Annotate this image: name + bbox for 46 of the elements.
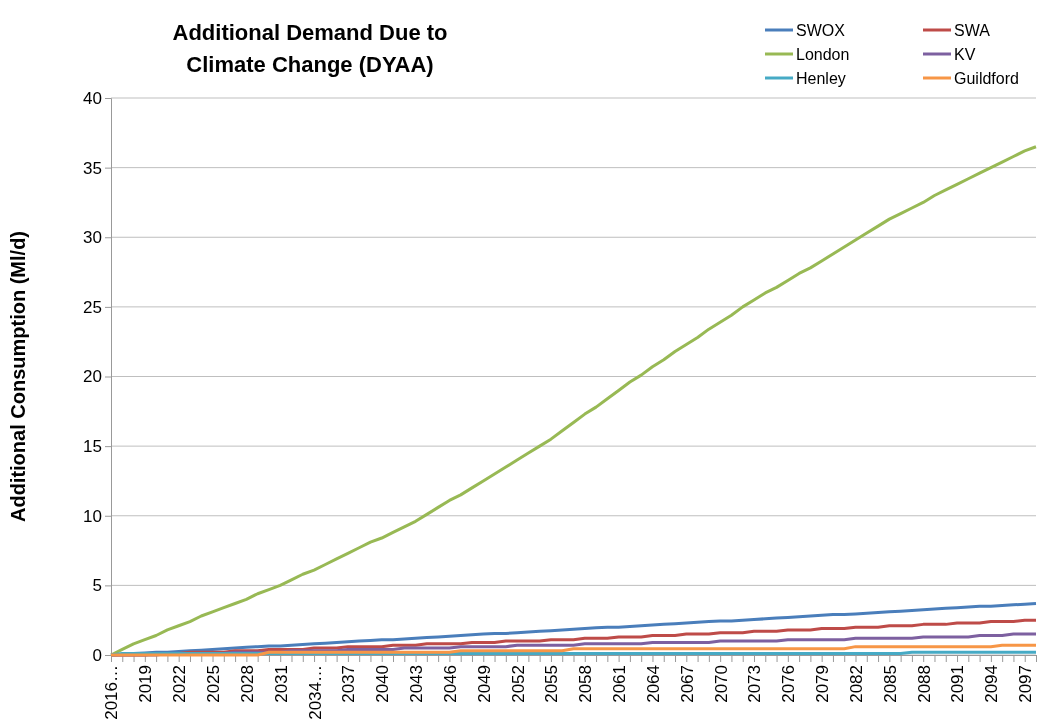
x-tick-label: 2046 — [440, 665, 460, 703]
y-axis-title: Additional Consumption (Ml/d) — [7, 230, 29, 523]
x-tick-label: 2022 — [170, 665, 190, 703]
x-tick-label: 2082 — [846, 665, 866, 703]
legend-label: Henley — [796, 70, 846, 87]
legend-label: London — [796, 46, 850, 63]
line-series — [109, 643, 1038, 657]
x-tick-label: 2079 — [813, 665, 833, 703]
y-tick-label: 20 — [83, 367, 102, 387]
legend-label: Guildford — [954, 70, 1019, 87]
x-tick-label: 2043 — [407, 665, 427, 703]
x-tick-label: 2025 — [203, 665, 223, 703]
x-tick-label: 2091 — [948, 665, 968, 703]
legend-label: SWOX — [796, 22, 846, 39]
legend-label: SWA — [954, 22, 991, 39]
y-tick-label: 35 — [83, 158, 102, 178]
x-tick-label: 2067 — [677, 665, 697, 703]
x-tick-label: 2097 — [1016, 665, 1036, 703]
x-tick-label: 2070 — [711, 665, 731, 703]
y-tick-label: 30 — [83, 228, 102, 248]
x-tick-label: 2019 — [136, 665, 156, 703]
x-tick-label: 2064 — [643, 665, 663, 703]
chart-title: Additional Demand Due to Climate Change (DYAA) — [172, 20, 448, 77]
x-tick-label: 2088 — [914, 665, 934, 703]
y-tick-label: 5 — [92, 576, 102, 596]
x-tick-label: 2061 — [610, 665, 630, 703]
y-tick-label: 25 — [83, 297, 102, 317]
x-tick-label: 2016… — [102, 665, 122, 720]
y-tick-label: 10 — [83, 506, 102, 526]
x-tick-label: 2094 — [982, 665, 1002, 703]
x-tick-label: 2031 — [271, 665, 291, 703]
y-tick-label: 40 — [83, 88, 102, 108]
x-tick-label: 2085 — [880, 665, 900, 703]
x-tick-label: 2058 — [576, 665, 596, 703]
legend-label: KV — [954, 46, 976, 63]
x-tick-label: 2055 — [542, 665, 562, 703]
x-tick-label: 2037 — [339, 665, 359, 703]
x-tick-label: 2073 — [745, 665, 765, 703]
x-tick-label: 2034… — [305, 665, 325, 720]
x-tick-label: 2052 — [508, 665, 528, 703]
y-tick-label: 0 — [92, 645, 102, 665]
x-tick-label: 2049 — [474, 665, 494, 703]
y-tick-label: 15 — [83, 437, 102, 457]
x-tick-label: 2040 — [373, 665, 393, 703]
x-tick-label: 2028 — [237, 665, 257, 703]
x-tick-label: 2076 — [779, 665, 799, 703]
